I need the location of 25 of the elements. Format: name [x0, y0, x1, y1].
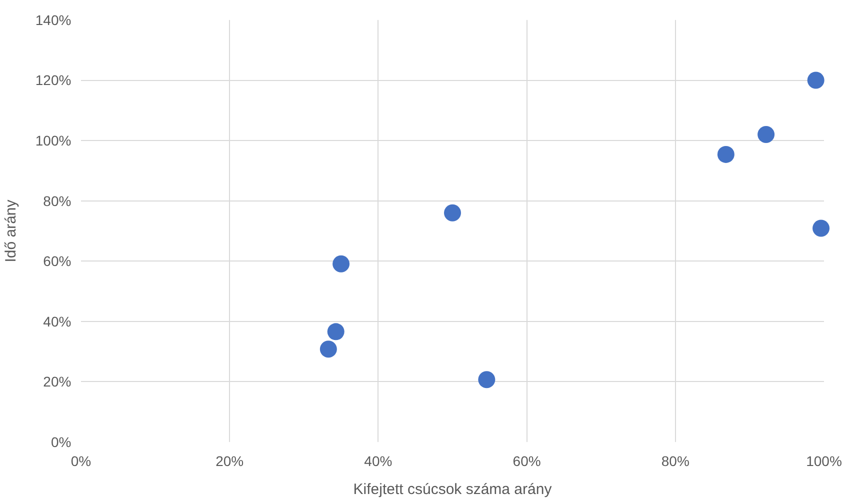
point — [320, 340, 337, 358]
point — [478, 371, 496, 388]
point — [332, 255, 350, 272]
y-tick-label: 100% — [35, 132, 72, 148]
x-tick-label: 20% — [216, 452, 244, 469]
point — [812, 220, 830, 237]
point — [758, 126, 775, 144]
y-tick-label: 0% — [50, 434, 72, 450]
point — [327, 323, 344, 340]
x-axis-title: Kifejtett csúcsok száma arány — [353, 480, 552, 498]
y-axis-title: Idő arány — [2, 199, 20, 262]
x-tick-label: 80% — [661, 452, 690, 469]
x-tick-label: 0% — [70, 452, 92, 469]
point — [807, 72, 824, 89]
y-tick-label: 80% — [43, 192, 72, 209]
y-tick-label: 40% — [43, 313, 72, 330]
x-tick-label: 100% — [806, 452, 842, 469]
x-tick-label: 60% — [512, 452, 541, 469]
y-tick-label: 120% — [35, 72, 72, 88]
y-tick-label: 140% — [35, 12, 72, 28]
y-tick-label: 60% — [43, 253, 72, 270]
point — [717, 146, 734, 163]
point — [444, 204, 461, 222]
y-tick-label: 20% — [43, 374, 72, 390]
x-tick-label: 40% — [364, 452, 392, 469]
